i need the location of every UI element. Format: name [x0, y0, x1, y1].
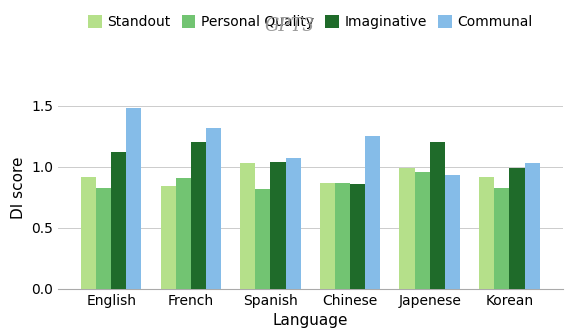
Bar — [255, 189, 270, 289]
Bar — [96, 187, 111, 289]
Bar — [479, 176, 494, 289]
Bar — [335, 183, 350, 289]
Bar — [161, 186, 176, 289]
Bar — [400, 168, 415, 289]
Text: GPT3: GPT3 — [265, 17, 315, 35]
Bar — [430, 142, 445, 289]
Bar — [126, 108, 142, 289]
Legend: Standout, Personal Quality, Imaginative, Communal: Standout, Personal Quality, Imaginative,… — [82, 10, 538, 35]
Bar — [191, 142, 206, 289]
Bar — [350, 184, 365, 289]
Bar — [445, 175, 460, 289]
Bar — [494, 187, 509, 289]
Bar — [415, 172, 430, 289]
Bar — [206, 128, 221, 289]
Bar — [320, 183, 335, 289]
Bar — [509, 168, 524, 289]
Bar — [240, 163, 255, 289]
Bar — [365, 136, 380, 289]
Bar — [81, 176, 96, 289]
Y-axis label: DI score: DI score — [10, 157, 26, 219]
X-axis label: Language: Language — [273, 313, 348, 328]
Bar — [111, 152, 126, 289]
Bar — [270, 162, 285, 289]
Bar — [524, 163, 539, 289]
Bar — [176, 178, 191, 289]
Bar — [285, 158, 301, 289]
